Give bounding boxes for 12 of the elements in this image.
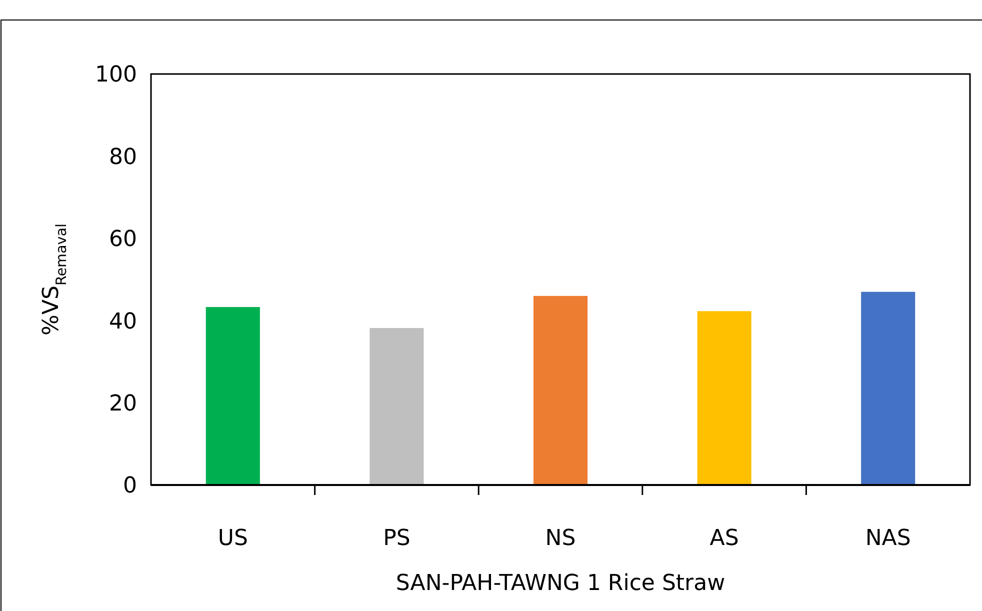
y-tick-label: 80: [109, 144, 137, 170]
y-tick-label: 100: [95, 62, 137, 88]
y-tick-label: 60: [109, 227, 137, 252]
x-tick-label: US: [218, 526, 248, 551]
y-tick-label: 20: [109, 392, 137, 416]
x-tick-label: NS: [545, 526, 576, 551]
y-tick-label: 0: [123, 474, 137, 499]
y-tick-label: 40: [109, 309, 137, 334]
x-tick-label: NAS: [865, 526, 911, 551]
x-axis-title: SAN-PAH-TAWNG 1 Rice Straw: [396, 571, 726, 596]
x-tick-label: AS: [710, 526, 739, 551]
x-tick-label: PS: [383, 526, 410, 551]
